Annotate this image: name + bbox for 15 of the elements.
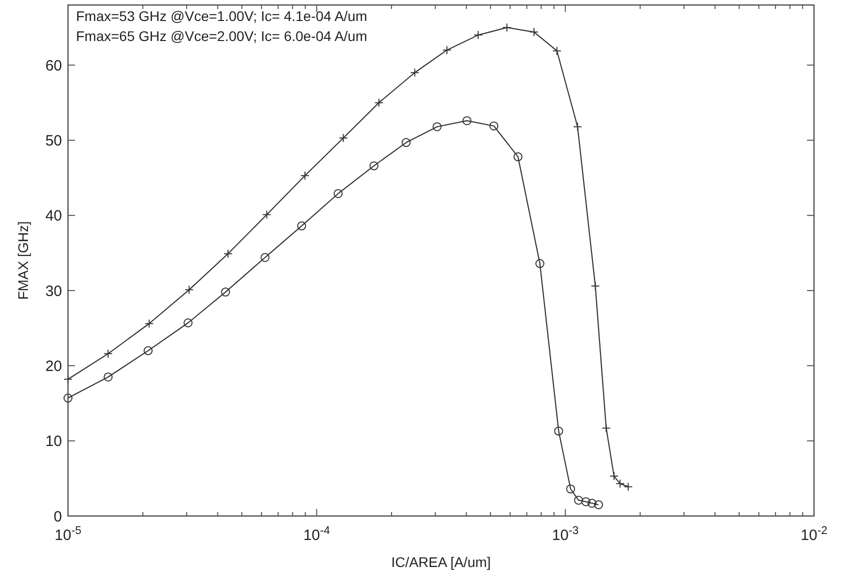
annotation: Fmax=53 GHz @Vce=1.00V; Ic= 4.1e-04 A/um: [76, 8, 368, 24]
x-tick-label: 10$^{-3}$: [552, 525, 579, 544]
y-tick-label: 60: [45, 57, 62, 74]
y-tick-label: 50: [45, 132, 62, 150]
y-tick-label: 20: [45, 358, 62, 375]
y-tick-label: 10: [45, 433, 62, 450]
annotation: Fmax=65 GHz @Vce=2.00V; Ic= 6.0e-04 A/um: [76, 28, 368, 44]
y-tick-label: 0: [54, 508, 62, 526]
x-tick-label: 10$^{-2}$: [800, 525, 828, 544]
x-tick-label: 10$^{-4}$: [303, 525, 330, 544]
y-axis-title: FMAX [GHz]: [15, 221, 31, 300]
y-tick-label: 40: [45, 208, 62, 225]
x-tick-label: 10$^{-5}$: [54, 525, 82, 544]
x-axis-title: IC/AREA [A/um]: [391, 554, 491, 570]
y-tick-label: 30: [45, 282, 62, 300]
